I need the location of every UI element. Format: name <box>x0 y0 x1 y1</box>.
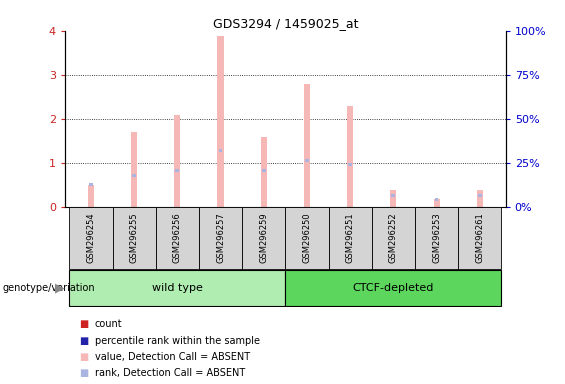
Bar <box>174 114 180 207</box>
Bar <box>175 169 179 172</box>
Bar <box>219 149 223 152</box>
Bar <box>262 169 266 172</box>
Text: rank, Detection Call = ABSENT: rank, Detection Call = ABSENT <box>95 368 245 378</box>
Bar <box>458 207 501 269</box>
Text: CTCF-depleted: CTCF-depleted <box>353 283 434 293</box>
Bar <box>305 159 309 162</box>
Bar <box>372 207 415 269</box>
Bar <box>478 194 482 197</box>
Text: GSM296256: GSM296256 <box>173 213 182 263</box>
Text: ▶: ▶ <box>55 281 65 295</box>
Bar <box>156 207 199 269</box>
Text: percentile rank within the sample: percentile rank within the sample <box>95 336 260 346</box>
Bar <box>131 132 137 207</box>
Bar <box>347 106 353 207</box>
Bar <box>328 207 372 269</box>
Text: count: count <box>95 319 123 329</box>
Text: value, Detection Call = ABSENT: value, Detection Call = ABSENT <box>95 352 250 362</box>
Text: ■: ■ <box>79 352 88 362</box>
Bar <box>415 207 458 269</box>
Bar <box>218 36 224 207</box>
Bar <box>285 270 501 306</box>
Text: GSM296252: GSM296252 <box>389 213 398 263</box>
Bar <box>69 207 112 269</box>
Text: ■: ■ <box>79 368 88 378</box>
Text: GSM296255: GSM296255 <box>129 213 138 263</box>
Text: GSM296253: GSM296253 <box>432 213 441 263</box>
Text: GSM296254: GSM296254 <box>86 213 95 263</box>
Bar <box>199 207 242 269</box>
Bar <box>88 185 94 207</box>
Text: GSM296261: GSM296261 <box>475 213 484 263</box>
Title: GDS3294 / 1459025_at: GDS3294 / 1459025_at <box>212 17 358 30</box>
Bar <box>392 194 395 197</box>
Bar <box>112 207 156 269</box>
Bar <box>89 183 93 186</box>
Bar <box>434 198 438 201</box>
Text: GSM296251: GSM296251 <box>346 213 355 263</box>
Bar <box>69 270 285 306</box>
Bar <box>390 190 397 207</box>
Bar <box>285 207 328 269</box>
Bar <box>242 207 285 269</box>
Bar <box>304 84 310 207</box>
Bar <box>477 190 483 207</box>
Text: genotype/variation: genotype/variation <box>3 283 95 293</box>
Bar <box>260 137 267 207</box>
Text: GSM296257: GSM296257 <box>216 213 225 263</box>
Bar <box>348 163 352 166</box>
Text: GSM296250: GSM296250 <box>302 213 311 263</box>
Bar <box>433 199 440 207</box>
Text: wild type: wild type <box>152 283 203 293</box>
Bar <box>132 174 136 177</box>
Text: ■: ■ <box>79 319 88 329</box>
Text: GSM296259: GSM296259 <box>259 213 268 263</box>
Text: ■: ■ <box>79 336 88 346</box>
